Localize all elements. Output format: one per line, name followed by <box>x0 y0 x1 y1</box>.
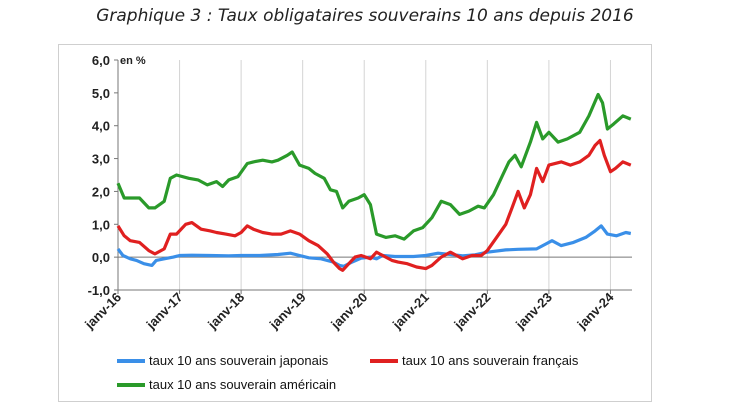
legend-label: taux 10 ans souverain français <box>402 353 579 368</box>
legend-label: taux 10 ans souverain américain <box>149 377 336 392</box>
chart-frame <box>58 44 652 402</box>
series-line <box>116 224 632 268</box>
y-tick-label: 3,0 <box>92 152 110 167</box>
x-tick-label: janv-17 <box>143 290 186 333</box>
x-tick-label: janv-20 <box>327 290 370 333</box>
x-tick-label: janv-19 <box>266 290 309 333</box>
series-line <box>116 138 632 272</box>
series-lines <box>116 92 632 272</box>
x-tick-label: janv-23 <box>512 290 555 333</box>
y-tick-label: 4,0 <box>92 119 110 134</box>
legend: taux 10 ans souverain japonais taux 10 an… <box>117 353 579 392</box>
series-line <box>116 92 632 241</box>
y-tick-label: 5,0 <box>92 86 110 101</box>
x-tick-label: janv-22 <box>450 290 493 333</box>
x-tick-label: janv-21 <box>389 290 432 333</box>
x-tick-label: janv-24 <box>574 289 618 333</box>
x-tick-label: janv-18 <box>204 290 247 333</box>
y-tick-label: 0,0 <box>92 250 110 265</box>
legend-label: taux 10 ans souverain japonais <box>149 353 329 368</box>
y-tick-label: 6,0 <box>92 53 110 68</box>
y-tick-label: 2,0 <box>92 184 110 199</box>
unit-label: en % <box>120 55 146 67</box>
y-tick-label: 1,0 <box>92 217 110 232</box>
chart-title: Graphique 3 : Taux obligataires souverai… <box>96 6 634 26</box>
y-tick-label: -1,0 <box>88 283 110 298</box>
